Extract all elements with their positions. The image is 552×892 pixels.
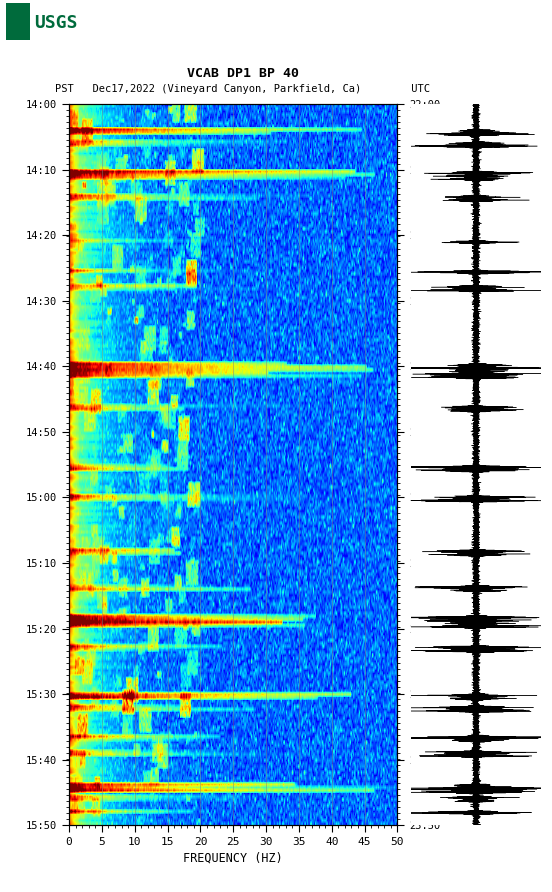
X-axis label: FREQUENCY (HZ): FREQUENCY (HZ): [183, 851, 283, 864]
Text: PST   Dec17,2022 (Vineyard Canyon, Parkfield, Ca)        UTC: PST Dec17,2022 (Vineyard Canyon, Parkfie…: [55, 84, 431, 95]
Bar: [6, 3, 30, 40]
Text: USGS: USGS: [34, 14, 77, 32]
Text: VCAB DP1 BP 40: VCAB DP1 BP 40: [187, 67, 299, 79]
